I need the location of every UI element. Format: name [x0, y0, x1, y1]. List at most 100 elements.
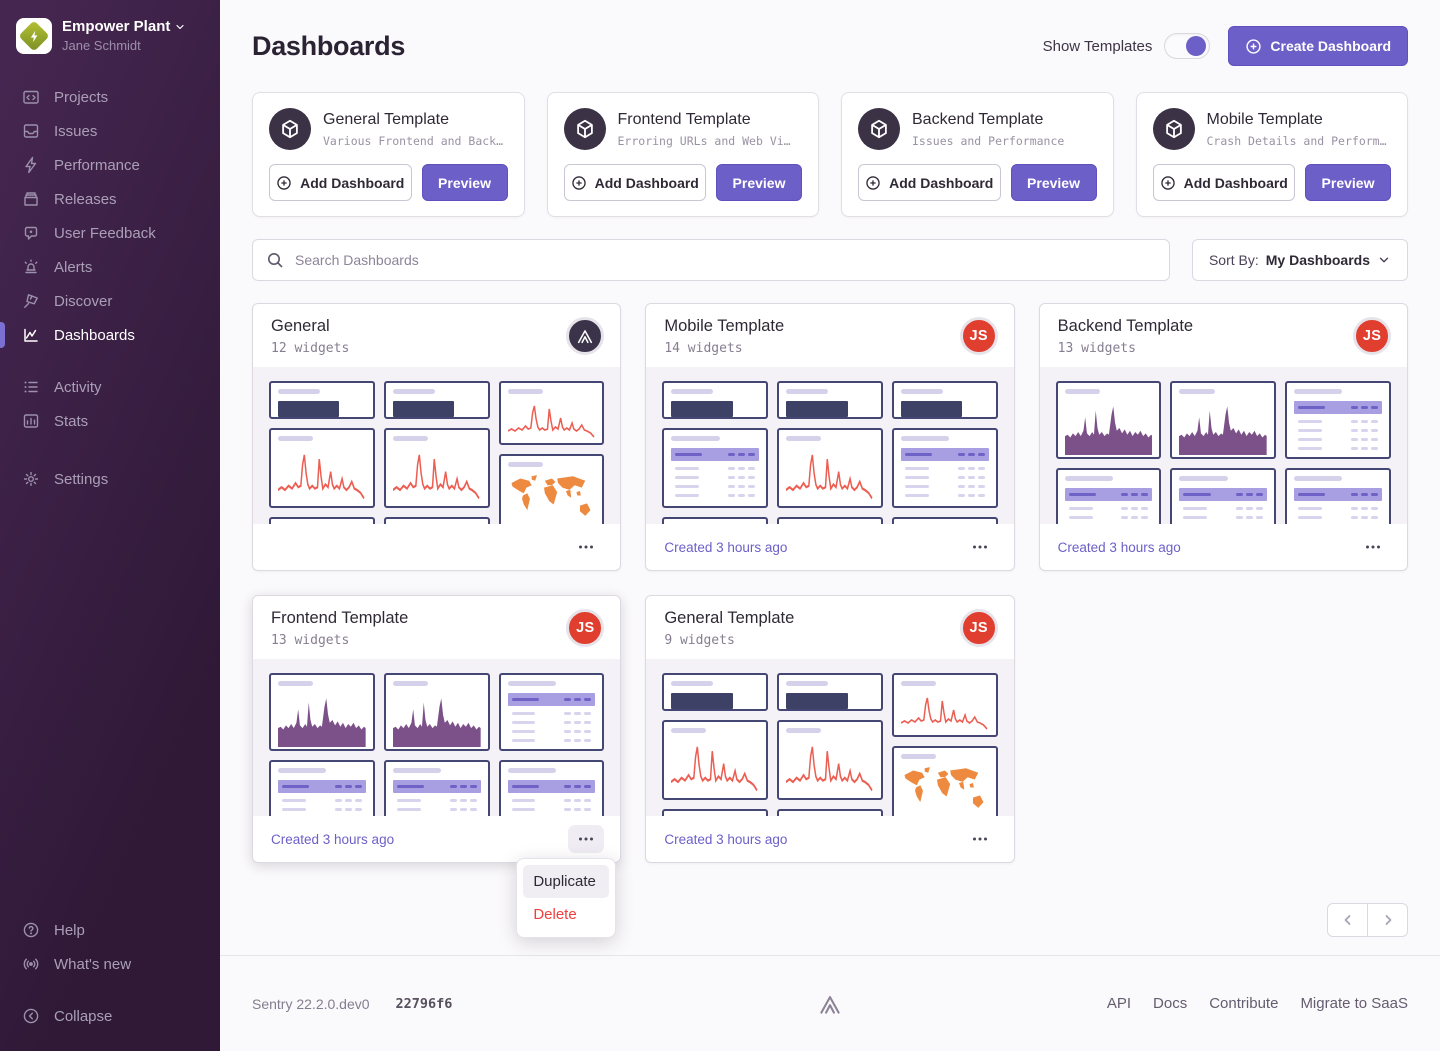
avatar-initials: JS: [969, 620, 988, 636]
help-icon: [23, 922, 39, 938]
preview-button[interactable]: Preview: [1010, 164, 1097, 201]
add-dashboard-button[interactable]: Add Dashboard: [858, 164, 1001, 201]
settings-icon: [23, 471, 39, 487]
show-templates-toggle[interactable]: [1164, 33, 1211, 59]
sidebar-item-label: Alerts: [54, 258, 93, 276]
sidebar: Empower Plant Jane Schmidt Projects Issu…: [0, 0, 220, 1051]
sort-value: My Dashboards: [1265, 252, 1370, 268]
dashboard-preview: [646, 367, 1014, 524]
add-dashboard-button[interactable]: Add Dashboard: [1152, 164, 1295, 201]
plus-circle-icon: [571, 175, 587, 191]
sidebar-item-stats[interactable]: Stats: [0, 404, 220, 438]
plus-circle-icon: [276, 175, 292, 191]
pagination-next-button[interactable]: [1367, 903, 1408, 937]
dashboard-card-frontend-template[interactable]: Frontend Template 13 widgets JS: [252, 595, 622, 938]
ellipsis-icon: [577, 538, 595, 556]
sidebar-item-performance[interactable]: Performance: [0, 148, 220, 182]
card-menu-button[interactable]: [962, 533, 998, 561]
context-menu: Duplicate Delete: [516, 858, 617, 938]
sidebar-item-alerts[interactable]: Alerts: [0, 250, 220, 284]
ellipsis-icon: [971, 830, 989, 848]
ellipsis-icon: [1364, 538, 1382, 556]
footer-link-contribute[interactable]: Contribute: [1209, 995, 1279, 1012]
menu-item-duplicate[interactable]: Duplicate: [523, 865, 610, 898]
app-footer: Sentry 22.2.0.dev0 22796f6 API Docs Cont…: [220, 955, 1440, 1051]
search-icon: [266, 251, 284, 269]
dashboard-title: Mobile Template: [664, 317, 785, 335]
user-avatar: JS: [959, 317, 998, 355]
card-menu-button[interactable]: [568, 825, 605, 853]
dashboard-card-general-template[interactable]: General Template 9 widgets JS: [645, 595, 1015, 863]
sidebar-item-label: Settings: [54, 470, 109, 488]
dashboard-title: Backend Template: [1057, 317, 1194, 335]
activity-icon: [24, 381, 38, 393]
template-description: Erroring URLs and Web Vi…: [617, 133, 791, 148]
preview-button[interactable]: Preview: [1305, 164, 1391, 201]
widget-count: 14 widgets: [664, 341, 743, 356]
footer-link-api[interactable]: API: [1106, 995, 1132, 1012]
sidebar-item-releases[interactable]: Releases: [0, 182, 220, 216]
pagination-prev-button[interactable]: [1327, 903, 1368, 937]
template-title: Mobile Template: [1206, 110, 1323, 128]
org-name: Empower Plant: [62, 18, 171, 36]
avatar-initials: JS: [969, 328, 988, 344]
sidebar-item-dashboards[interactable]: Dashboards: [0, 318, 220, 352]
dashboard-card-mobile-template[interactable]: Mobile Template 14 widgets JS: [645, 303, 1015, 571]
stats-icon: [23, 414, 39, 428]
preview-button[interactable]: Preview: [716, 164, 802, 201]
sidebar-item-settings[interactable]: Settings: [0, 462, 220, 496]
card-menu-button[interactable]: [962, 825, 998, 853]
preview-label: Preview: [438, 174, 491, 191]
sidebar-item-projects[interactable]: Projects: [0, 80, 220, 114]
sidebar-item-label: What's new: [54, 955, 132, 973]
chevron-down-icon: [1377, 253, 1391, 267]
sidebar-item-help[interactable]: Help: [0, 913, 220, 947]
footer-link-migrate[interactable]: Migrate to SaaS: [1300, 995, 1408, 1012]
sidebar-item-activity[interactable]: Activity: [0, 370, 220, 404]
template-card-backend: Backend Template Issues and Performance …: [841, 92, 1114, 217]
sentry-logo-icon: [815, 989, 845, 1019]
card-menu-button[interactable]: [1355, 533, 1391, 561]
template-title: General Template: [323, 110, 449, 128]
sidebar-item-discover[interactable]: Discover: [0, 284, 220, 318]
preview-label: Preview: [1027, 174, 1080, 191]
sidebar-item-label: Collapse: [54, 1007, 113, 1025]
sidebar-item-label: User Feedback: [54, 224, 156, 242]
cube-icon: [563, 108, 606, 150]
sentry-avatar: [566, 317, 605, 355]
sidebar-item-issues[interactable]: Issues: [0, 114, 220, 148]
menu-item-delete[interactable]: Delete: [533, 906, 577, 923]
template-description: Various Frontend and Back…: [323, 133, 504, 148]
card-menu-button[interactable]: [568, 533, 604, 561]
created-label: Created 3 hours ago: [664, 831, 788, 847]
plus-circle-icon: [865, 175, 881, 191]
plus-circle-icon: [1160, 175, 1176, 191]
add-dashboard-label: Add Dashboard: [889, 174, 994, 191]
cube-icon: [1152, 108, 1195, 150]
add-dashboard-button[interactable]: Add Dashboard: [563, 164, 706, 201]
page-title: Dashboards: [252, 30, 406, 61]
preview-label: Preview: [732, 174, 786, 191]
user-avatar: JS: [566, 609, 605, 647]
template-title: Backend Template: [912, 110, 1044, 128]
sidebar-item-collapse[interactable]: Collapse: [0, 999, 220, 1033]
template-card-frontend: Frontend Template Erroring URLs and Web …: [546, 92, 819, 217]
create-dashboard-button[interactable]: Create Dashboard: [1228, 26, 1408, 66]
search-input[interactable]: [252, 239, 1170, 281]
sidebar-item-whats-new[interactable]: What's new: [0, 947, 220, 981]
dashboard-preview: [1039, 367, 1407, 524]
add-dashboard-button[interactable]: Add Dashboard: [269, 164, 412, 201]
dashboard-card-general[interactable]: General 12 widgets: [252, 303, 622, 571]
sidebar-item-user-feedback[interactable]: User Feedback: [0, 216, 220, 250]
sidebar-item-label: Performance: [54, 156, 140, 174]
preview-button[interactable]: Preview: [421, 164, 508, 201]
org-switcher[interactable]: Empower Plant Jane Schmidt: [0, 14, 220, 54]
performance-icon: [25, 156, 37, 174]
version-label: Sentry 22.2.0.dev0: [252, 995, 370, 1012]
footer-link-docs[interactable]: Docs: [1153, 995, 1188, 1012]
add-dashboard-label: Add Dashboard: [1183, 174, 1288, 191]
template-card-general: General Template Various Frontend and Ba…: [252, 92, 525, 217]
user-feedback-icon: [24, 226, 38, 240]
sort-dropdown[interactable]: Sort By: My Dashboards: [1191, 239, 1408, 281]
dashboard-card-backend-template[interactable]: Backend Template 13 widgets JS: [1038, 303, 1408, 571]
